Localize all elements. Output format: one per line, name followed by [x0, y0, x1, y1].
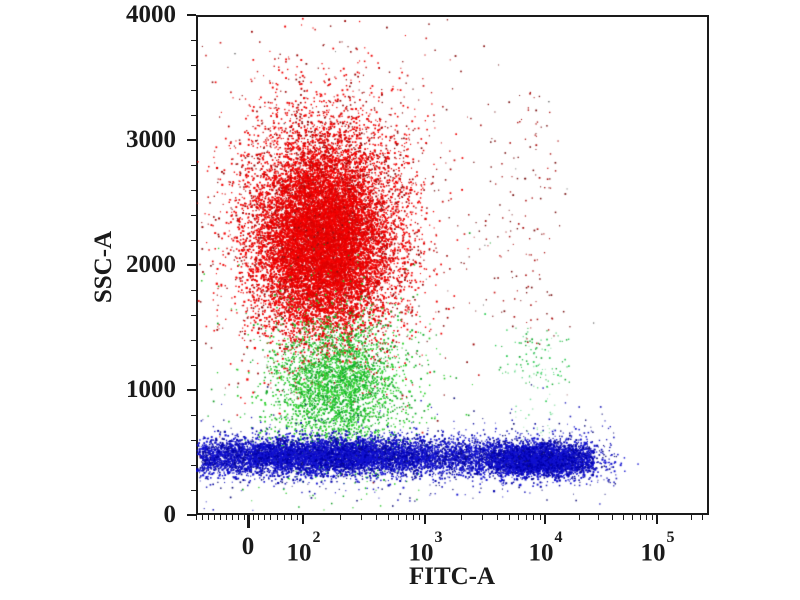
x-minor-tick	[297, 515, 299, 520]
y-axis-title: SSC-A	[90, 230, 117, 304]
x-minor-tick	[290, 515, 292, 520]
x-minor-tick	[632, 515, 634, 520]
y-major-tick	[187, 389, 196, 391]
x-minor-tick	[196, 515, 197, 520]
x-minor-tick	[258, 515, 260, 520]
y-minor-tick	[191, 190, 196, 191]
x-tick-label: 102	[286, 529, 321, 567]
x-minor-tick	[461, 515, 463, 520]
x-tick-label: 105	[640, 529, 675, 567]
y-minor-tick	[191, 215, 196, 216]
x-major-tick	[424, 515, 426, 524]
y-tick-label: 1000	[126, 376, 176, 403]
y-minor-tick	[191, 115, 196, 116]
y-minor-tick	[191, 290, 196, 291]
x-minor-tick	[419, 515, 421, 520]
x-minor-tick	[361, 515, 363, 520]
x-major-tick	[302, 515, 304, 524]
y-major-tick	[187, 514, 196, 516]
y-minor-tick	[191, 490, 196, 491]
x-minor-tick	[264, 515, 266, 520]
y-tick-label: 0	[163, 501, 177, 528]
x-minor-tick	[376, 515, 378, 520]
y-major-tick	[187, 14, 196, 16]
y-minor-tick	[191, 315, 196, 316]
x-minor-tick	[202, 515, 204, 520]
x-minor-tick	[398, 515, 400, 520]
x-minor-tick	[252, 515, 254, 520]
y-minor-tick	[191, 240, 196, 241]
x-tick-label: 0	[241, 533, 255, 560]
y-minor-tick	[191, 440, 196, 441]
y-minor-tick	[191, 65, 196, 66]
y-minor-tick	[191, 165, 196, 166]
x-minor-tick	[533, 515, 535, 520]
y-minor-tick	[191, 90, 196, 91]
y-tick-label: 4000	[126, 1, 176, 28]
y-major-tick	[187, 139, 196, 141]
x-minor-tick	[482, 515, 484, 520]
x-minor-tick	[598, 515, 600, 520]
y-minor-tick	[191, 415, 196, 416]
y-major-tick	[187, 264, 196, 266]
x-minor-tick	[387, 515, 389, 520]
x-minor-tick	[640, 515, 642, 520]
x-minor-tick	[579, 515, 581, 520]
y-tick-label: 3000	[126, 126, 176, 153]
x-axis-title: FITC-A	[408, 563, 496, 590]
x-minor-tick	[284, 515, 286, 520]
x-minor-tick	[497, 515, 499, 520]
x-minor-tick	[612, 515, 614, 520]
y-minor-tick	[191, 465, 196, 466]
x-tick-label: 104	[528, 529, 563, 567]
x-minor-tick	[518, 515, 520, 520]
x-minor-tick	[269, 515, 271, 520]
x-minor-tick	[412, 515, 414, 520]
x-minor-tick	[405, 515, 407, 520]
x-minor-tick	[701, 515, 703, 520]
x-tick-label: 103	[408, 529, 443, 567]
x-major-tick	[246, 515, 250, 528]
x-minor-tick	[238, 515, 240, 520]
x-minor-tick	[525, 515, 527, 520]
x-minor-tick	[277, 515, 279, 520]
x-major-tick	[543, 515, 546, 524]
x-minor-tick	[691, 515, 693, 520]
x-minor-tick	[244, 515, 246, 520]
x-major-tick	[655, 515, 658, 524]
y-minor-tick	[191, 365, 196, 366]
x-minor-tick	[645, 515, 647, 520]
x-minor-tick	[225, 515, 227, 520]
x-minor-tick	[508, 515, 510, 520]
x-minor-tick	[340, 515, 342, 520]
y-tick-label: 2000	[126, 251, 176, 278]
scatter-points-canvas	[196, 15, 709, 515]
x-minor-tick	[220, 515, 222, 520]
x-minor-tick	[652, 515, 654, 520]
x-minor-tick	[207, 515, 209, 520]
y-minor-tick	[191, 340, 196, 341]
x-minor-tick	[213, 515, 215, 520]
x-minor-tick	[622, 515, 624, 520]
y-minor-tick	[191, 40, 196, 41]
x-minor-tick	[231, 515, 233, 520]
x-minor-tick	[540, 515, 542, 520]
